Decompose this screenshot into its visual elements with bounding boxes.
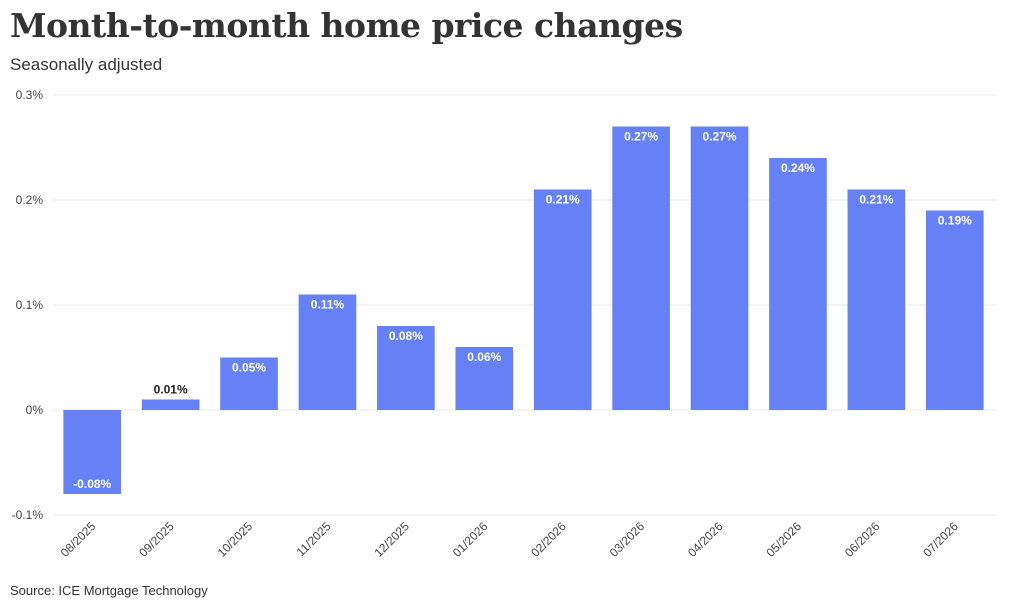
data-label: 0.19% bbox=[938, 214, 972, 228]
bar bbox=[141, 399, 200, 410]
bar-chart: 0.3% 0.2% 0.1% 0% -0.1% -0.08% 0.01% 0.05% 0.11… bbox=[12, 88, 996, 560]
bar bbox=[298, 294, 357, 410]
x-tick-label: 05/2026 bbox=[763, 519, 804, 560]
bar bbox=[220, 357, 278, 410]
x-tick-label: 07/2026 bbox=[920, 519, 961, 560]
bars bbox=[63, 126, 984, 494]
y-tick-label: 0.1% bbox=[16, 298, 44, 312]
bar bbox=[377, 326, 435, 410]
x-tick-label: 03/2026 bbox=[607, 519, 648, 560]
x-tick-label: 08/2025 bbox=[58, 519, 99, 560]
bar bbox=[455, 347, 514, 410]
chart-subtitle: Seasonally adjusted bbox=[10, 55, 163, 74]
data-label: -0.08% bbox=[73, 477, 111, 491]
chart-title: Month-to-month home price changes bbox=[10, 6, 683, 45]
data-label: 0.01% bbox=[154, 383, 188, 397]
data-label: 0.24% bbox=[781, 161, 815, 175]
bar bbox=[690, 126, 749, 410]
bar bbox=[847, 189, 906, 410]
y-axis: 0.3% 0.2% 0.1% 0% -0.1% bbox=[12, 88, 44, 522]
data-label: 0.11% bbox=[311, 298, 345, 312]
x-tick-label: 12/2025 bbox=[371, 519, 412, 560]
x-tick-label: 10/2025 bbox=[215, 519, 256, 560]
x-tick-label: 09/2025 bbox=[136, 519, 177, 560]
bar bbox=[533, 189, 592, 410]
y-tick-label: -0.1% bbox=[12, 508, 44, 522]
data-labels: -0.08% 0.01% 0.05% 0.11% 0.08% 0.06% 0.21% 0.27… bbox=[73, 130, 972, 492]
bar bbox=[925, 210, 984, 410]
gridlines bbox=[54, 94, 996, 516]
data-label: 0.06% bbox=[467, 350, 501, 364]
x-tick-label: 11/2025 bbox=[294, 519, 334, 559]
data-label: 0.21% bbox=[546, 193, 580, 207]
x-tick-label: 06/2026 bbox=[842, 519, 883, 560]
data-label: 0.05% bbox=[232, 361, 266, 375]
data-label: 0.27% bbox=[624, 130, 658, 144]
y-tick-label: 0% bbox=[26, 403, 44, 417]
bar bbox=[612, 126, 670, 410]
y-tick-label: 0.2% bbox=[16, 193, 44, 207]
x-axis: 08/2025 09/2025 10/2025 11/2025 12/2025 01/20… bbox=[58, 519, 961, 560]
x-tick-label: 02/2026 bbox=[528, 519, 569, 560]
data-label: 0.21% bbox=[859, 193, 893, 207]
x-tick-label: 04/2026 bbox=[685, 519, 726, 560]
y-tick-label: 0.3% bbox=[16, 88, 44, 102]
bar bbox=[769, 158, 827, 410]
bar bbox=[63, 410, 122, 494]
data-label: 0.08% bbox=[389, 329, 423, 343]
x-tick-label: 01/2026 bbox=[450, 519, 491, 560]
source-note: Source: ICE Mortgage Technology bbox=[10, 583, 208, 598]
data-label: 0.27% bbox=[703, 130, 737, 144]
